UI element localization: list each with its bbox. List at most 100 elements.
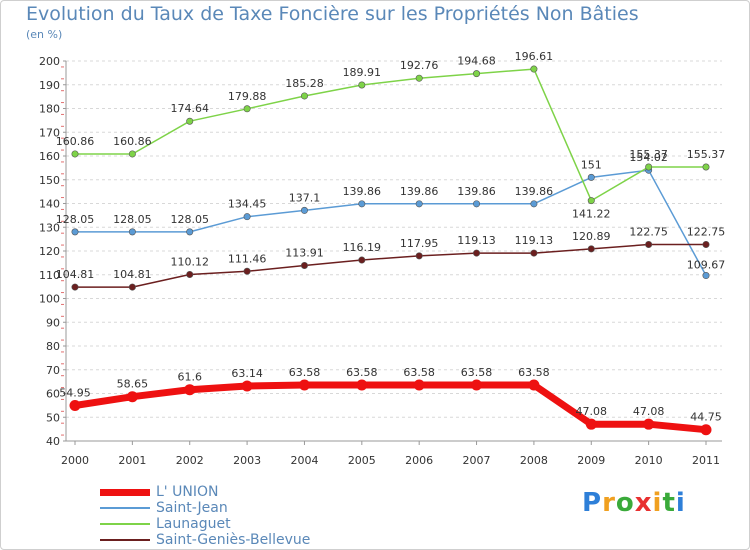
- x-tick-label: 2003: [233, 454, 261, 467]
- legend-label: Launaguet: [156, 516, 231, 532]
- x-tick-label: 2010: [635, 454, 663, 467]
- legend-item: Saint-Geniès-Bellevue: [100, 532, 310, 548]
- data-point: [298, 379, 310, 391]
- data-point: [702, 163, 710, 171]
- data-point: [700, 424, 712, 436]
- data-label: 139.86: [400, 185, 439, 198]
- data-label: 58.65: [117, 378, 149, 391]
- data-label: 139.86: [343, 185, 382, 198]
- data-point: [415, 200, 423, 208]
- data-label: 128.05: [113, 213, 152, 226]
- data-label: 63.58: [461, 366, 493, 379]
- data-point: [702, 240, 710, 248]
- data-label: 63.58: [518, 366, 550, 379]
- data-point: [471, 379, 483, 391]
- data-point: [358, 200, 366, 208]
- brand-letter: i: [675, 488, 686, 518]
- data-point: [71, 283, 79, 291]
- series-line-1: [74, 169, 707, 277]
- series-line-0: [71, 381, 710, 434]
- brand-letter: i: [652, 488, 663, 518]
- data-point: [126, 391, 138, 403]
- data-point: [128, 150, 136, 158]
- brand-letter: o: [615, 488, 635, 518]
- y-tick-label: 130: [39, 221, 60, 234]
- legend-swatch: [100, 507, 150, 509]
- legend-swatch: [100, 523, 150, 525]
- data-label: 63.58: [403, 366, 435, 379]
- data-label: 116.19: [343, 241, 382, 254]
- y-tick-label: 180: [39, 103, 60, 116]
- data-label: 63.14: [231, 367, 263, 380]
- legend-item: Launaguet: [100, 516, 310, 532]
- data-label: 54.95: [59, 386, 91, 399]
- y-tick-label: 140: [39, 198, 60, 211]
- data-label: 122.75: [687, 225, 726, 238]
- data-point: [358, 256, 366, 264]
- data-label: 155.37: [629, 148, 668, 161]
- data-label: 174.64: [170, 102, 209, 115]
- data-point: [530, 200, 538, 208]
- data-label: 155.37: [687, 148, 726, 161]
- y-tick-label: 40: [46, 435, 60, 448]
- legend-swatch: [100, 488, 150, 496]
- legend-label: Saint-Geniès-Bellevue: [156, 532, 311, 548]
- x-tick-label: 2002: [176, 454, 204, 467]
- data-point: [243, 105, 251, 113]
- data-label: 192.76: [400, 59, 439, 72]
- data-label: 139.86: [515, 185, 554, 198]
- x-tick-label: 2001: [118, 454, 146, 467]
- brand-letter: x: [634, 488, 653, 518]
- legend-label: Saint-Jean: [156, 500, 228, 516]
- data-point: [243, 267, 251, 275]
- x-tick-label: 2006: [405, 454, 433, 467]
- data-point: [186, 270, 194, 278]
- data-label: 63.58: [346, 366, 378, 379]
- data-point: [473, 200, 481, 208]
- data-label: 185.28: [285, 77, 324, 90]
- legend-label: L' UNION: [156, 484, 219, 500]
- data-point: [71, 150, 79, 158]
- chart-subtitle: (en %): [26, 28, 63, 41]
- data-point: [528, 379, 540, 391]
- data-label: 109.67: [687, 259, 726, 272]
- data-point: [702, 272, 710, 280]
- data-label: 196.61: [515, 50, 554, 63]
- chart-title: Evolution du Taux de Taxe Foncière sur l…: [26, 3, 639, 25]
- data-point: [186, 228, 194, 236]
- data-point: [300, 261, 308, 269]
- x-tick-label: 2004: [290, 454, 318, 467]
- legend-swatch: [100, 539, 150, 541]
- data-point: [184, 384, 196, 396]
- data-label: 63.58: [289, 366, 321, 379]
- data-label: 44.75: [690, 411, 722, 424]
- data-point: [69, 399, 81, 411]
- y-tick-label: 170: [39, 126, 60, 139]
- data-label: 128.05: [170, 213, 209, 226]
- brand-letter: r: [602, 488, 616, 518]
- data-point: [530, 65, 538, 73]
- x-tick-label: 2009: [577, 454, 605, 467]
- data-label: 113.91: [285, 246, 324, 259]
- data-label: 111.46: [228, 252, 267, 265]
- y-tick-label: 90: [46, 316, 60, 329]
- series-layer: [69, 65, 712, 436]
- data-label: 160.86: [113, 135, 152, 148]
- data-point: [587, 197, 595, 205]
- data-label: 160.86: [56, 135, 95, 148]
- data-point: [300, 206, 308, 214]
- data-point: [645, 240, 653, 248]
- data-label-layer: 54.95 58.65 61.6 63.14 63.58 63.58 63.58 63.58 6…: [56, 50, 726, 424]
- y-tick-label: 110: [39, 269, 60, 282]
- data-point: [415, 252, 423, 260]
- y-tick-label: 70: [46, 364, 60, 377]
- data-point: [585, 418, 597, 430]
- data-point: [587, 245, 595, 253]
- data-label: 47.08: [576, 405, 608, 418]
- data-point: [128, 228, 136, 236]
- y-tick-label: 120: [39, 245, 60, 258]
- data-label: 141.22: [572, 208, 611, 221]
- data-label: 122.75: [629, 225, 668, 238]
- data-label: 47.08: [633, 405, 665, 418]
